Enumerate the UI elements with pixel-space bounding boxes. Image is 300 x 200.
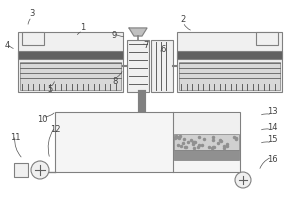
Bar [174, 150, 239, 160]
Text: 16: 16 [267, 156, 277, 164]
Text: 2: 2 [180, 15, 186, 23]
Bar [18, 32, 123, 92]
Text: 6: 6 [160, 46, 166, 54]
Bar [20, 62, 121, 90]
Bar [14, 163, 28, 177]
Text: 4: 4 [4, 42, 10, 50]
Circle shape [235, 172, 251, 188]
Text: 12: 12 [50, 126, 60, 134]
Bar [127, 40, 149, 92]
Text: 9: 9 [111, 31, 117, 40]
Bar [22, 32, 44, 45]
Text: 14: 14 [267, 122, 277, 132]
Text: 13: 13 [267, 108, 277, 116]
Text: 3: 3 [29, 9, 35, 19]
Text: 1: 1 [80, 23, 86, 32]
Bar [18, 51, 123, 59]
Bar [179, 62, 280, 90]
Bar [256, 32, 278, 45]
Bar [174, 134, 239, 150]
Bar [177, 51, 282, 59]
Text: 7: 7 [143, 40, 149, 49]
Text: 10: 10 [37, 116, 47, 124]
Bar [55, 112, 240, 172]
Text: 15: 15 [267, 136, 277, 144]
Polygon shape [129, 28, 147, 36]
Text: 5: 5 [47, 86, 52, 95]
Text: 8: 8 [112, 76, 118, 86]
Bar [177, 32, 282, 92]
Bar [151, 40, 173, 92]
Bar [174, 114, 239, 134]
Circle shape [31, 161, 49, 179]
Text: 11: 11 [10, 134, 20, 142]
